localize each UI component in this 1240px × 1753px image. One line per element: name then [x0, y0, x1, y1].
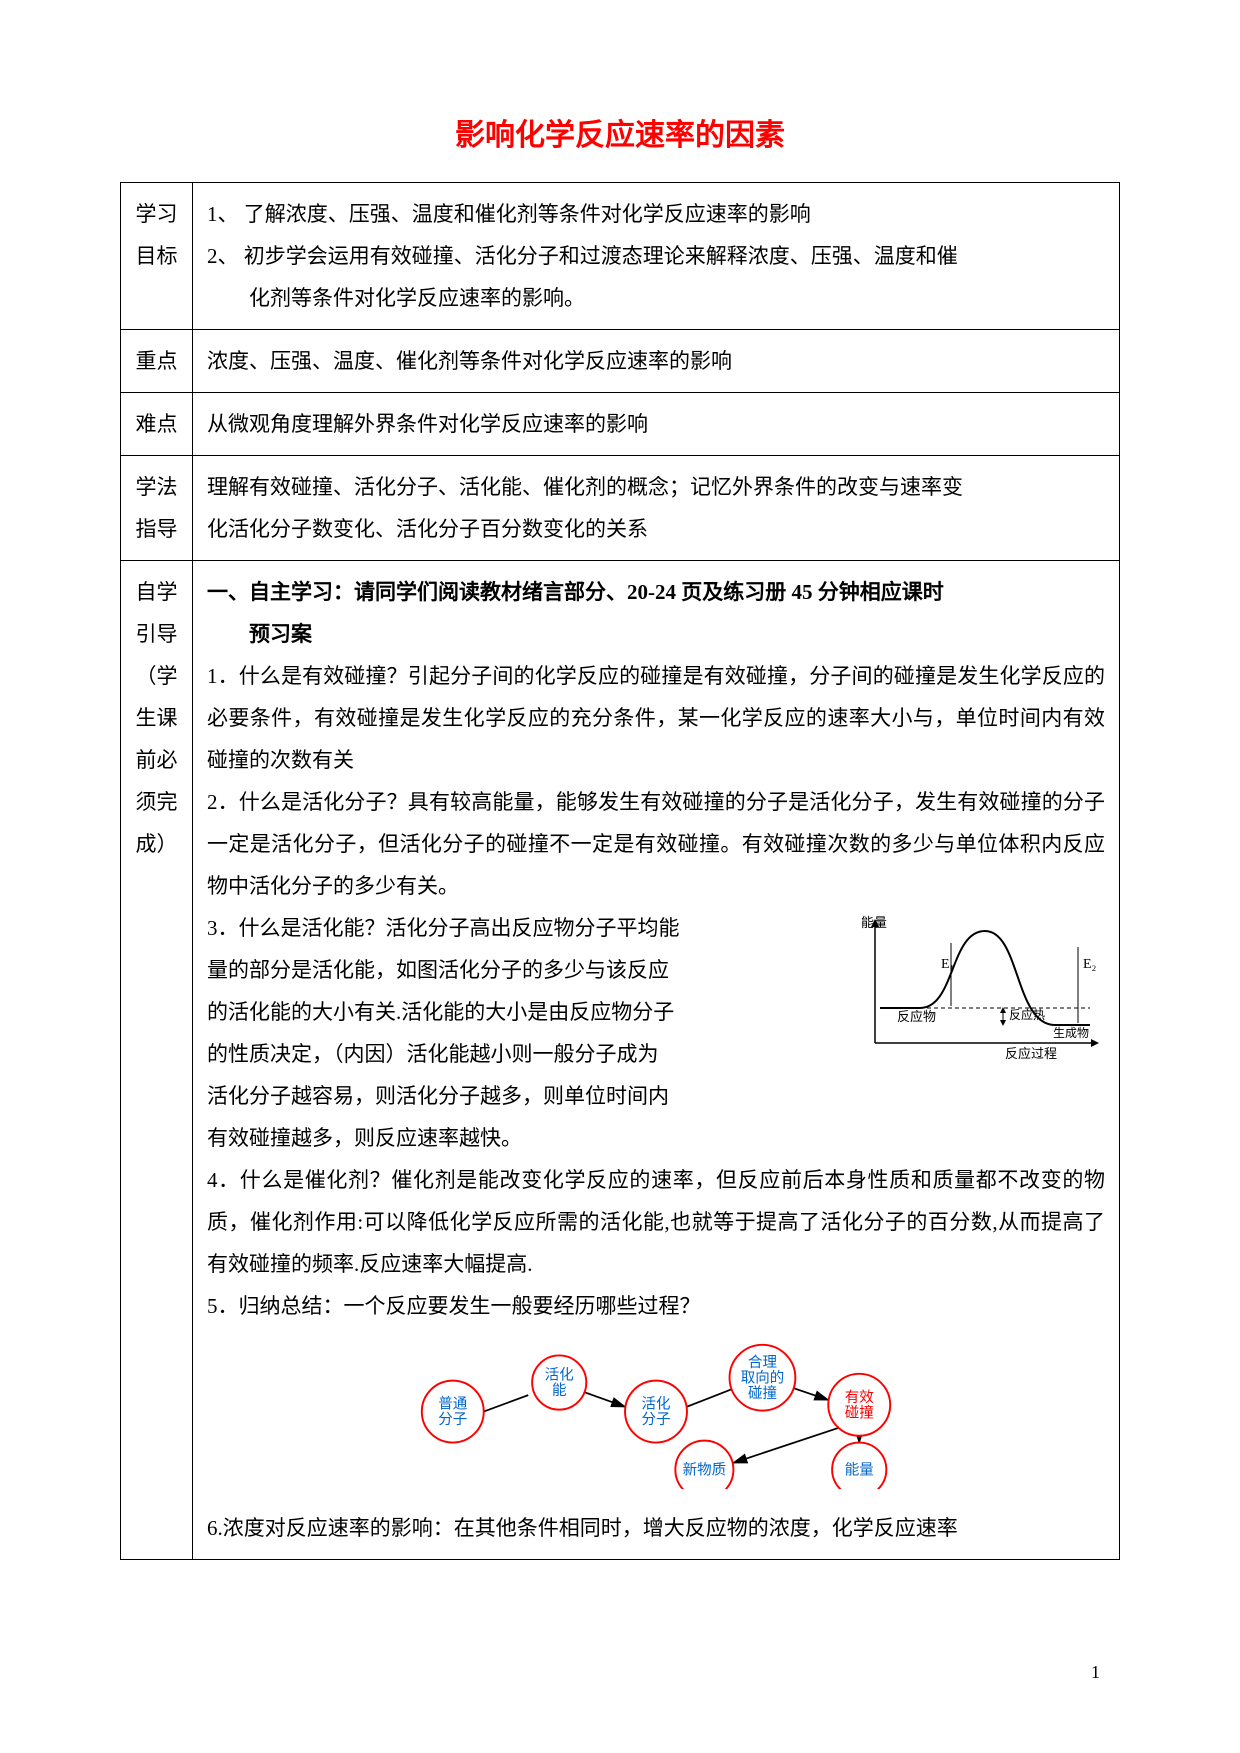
goals-content: 1、 了解浓度、压强、温度和催化剂等条件对化学反应速率的影响 2、 初步学会运用… [193, 183, 1120, 330]
product-label: 生成物 [1053, 1026, 1089, 1040]
e2-label: E₂ [1083, 957, 1097, 972]
q6: 6.浓度对反应速率的影响：在其他条件相同时，增大反应物的浓度，化学反应速率 [207, 1507, 1105, 1549]
preview-title: 预习案 [207, 613, 1105, 655]
difficulty-text: 从微观角度理解外界条件对化学反应速率的影响 [193, 393, 1120, 456]
row-focus: 重点 浓度、压强、温度、催化剂等条件对化学反应速率的影响 [121, 330, 1120, 393]
flow-node-label: 活化 [642, 1396, 671, 1413]
e1-label: E₁ [941, 957, 954, 972]
difficulty-label: 难点 [121, 393, 193, 456]
focus-label: 重点 [121, 330, 193, 393]
heat-label: 反应热 [1009, 1007, 1045, 1022]
flow-node-label: 有效 [845, 1389, 874, 1406]
flow-node-label: 分子 [642, 1411, 671, 1428]
row-goals: 学习目标 1、 了解浓度、压强、温度和催化剂等条件对化学反应速率的影响 2、 初… [121, 183, 1120, 330]
page-number: 1 [1091, 1662, 1100, 1683]
q3f: 有效碰撞越多，则反应速率越快。 [207, 1117, 1105, 1159]
method-line2: 化活化分子数变化、活化分子百分数变化的关系 [207, 508, 1105, 550]
flow-node-label: 取向的 [741, 1370, 785, 1387]
flow-node-label: 碰撞 [845, 1403, 874, 1421]
flow-node-label: 新物质 [683, 1461, 727, 1478]
page-title: 影响化学反应速率的因素 [120, 110, 1120, 154]
energy-diagram: E₁ E₂ 能量 反应物 反应热 生成物 反应过程 [855, 913, 1105, 1063]
flow-node-label: 分子 [438, 1411, 467, 1428]
goals-line1: 1、 了解浓度、压强、温度和催化剂等条件对化学反应速率的影响 [207, 193, 1105, 235]
q5: 5．归纳总结：一个反应要发生一般要经历哪些过程？ [207, 1285, 1105, 1327]
q3e: 活化分子越容易，则活化分子越多，则单位时间内 [207, 1075, 1105, 1117]
flow-node-label: 碰撞 [748, 1384, 777, 1402]
q4: 4．什么是催化剂？催化剂是能改变化学反应的速率，但反应前后本身性质和质量都不改变… [207, 1159, 1105, 1285]
row-selfstudy: 自学引导（学生课前必须完成） 一、自主学习：请同学们阅读教材绪言部分、20-24… [121, 561, 1120, 1560]
method-content: 理解有效碰撞、活化分子、活化能、催化剂的概念；记忆外界条件的改变与速率变 化活化… [193, 456, 1120, 561]
row-method: 学法指导 理解有效碰撞、活化分子、活化能、催化剂的概念；记忆外界条件的改变与速率… [121, 456, 1120, 561]
focus-text: 浓度、压强、温度、催化剂等条件对化学反应速率的影响 [193, 330, 1120, 393]
selfstudy-label: 自学引导（学生课前必须完成） [121, 561, 193, 1560]
row-difficulty: 难点 从微观角度理解外界条件对化学反应速率的影响 [121, 393, 1120, 456]
method-line1: 理解有效碰撞、活化分子、活化能、催化剂的概念；记忆外界条件的改变与速率变 [207, 466, 1105, 508]
lesson-table: 学习目标 1、 了解浓度、压强、温度和催化剂等条件对化学反应速率的影响 2、 初… [120, 182, 1120, 1560]
section1-head: 一、自主学习：请同学们阅读教材绪言部分、20-24 页及练习册 45 分钟相应课… [207, 571, 1105, 613]
goals-line2a: 2、 初步学会运用有效碰撞、活化分子和过渡态理论来解释浓度、压强、温度和催 [207, 235, 1105, 277]
q1: 1．什么是有效碰撞？引起分子间的化学反应的碰撞是有效碰撞，分子间的碰撞是发生化学… [207, 655, 1105, 781]
flow-diagram: 普通分子活化能活化分子合理取向的碰撞有效碰撞新物质能量 [376, 1339, 936, 1489]
goals-line2b: 化剂等条件对化学反应速率的影响。 [207, 277, 1105, 319]
flow-node-label: 活化 [545, 1367, 574, 1384]
selfstudy-content: 一、自主学习：请同学们阅读教材绪言部分、20-24 页及练习册 45 分钟相应课… [193, 561, 1120, 1560]
flow-node-label: 合理 [748, 1354, 777, 1371]
x-axis-label: 反应过程 [1005, 1046, 1057, 1061]
flow-node-label: 普通 [438, 1396, 467, 1413]
y-axis-label: 能量 [861, 915, 887, 930]
method-label: 学法指导 [121, 456, 193, 561]
flow-node-label: 能 [552, 1382, 567, 1399]
flow-node-label: 能量 [845, 1461, 874, 1478]
goals-label: 学习目标 [121, 183, 193, 330]
reactant-label: 反应物 [897, 1009, 936, 1024]
q2: 2．什么是活化分子？具有较高能量，能够发生有效碰撞的分子是活化分子，发生有效碰撞… [207, 781, 1105, 907]
